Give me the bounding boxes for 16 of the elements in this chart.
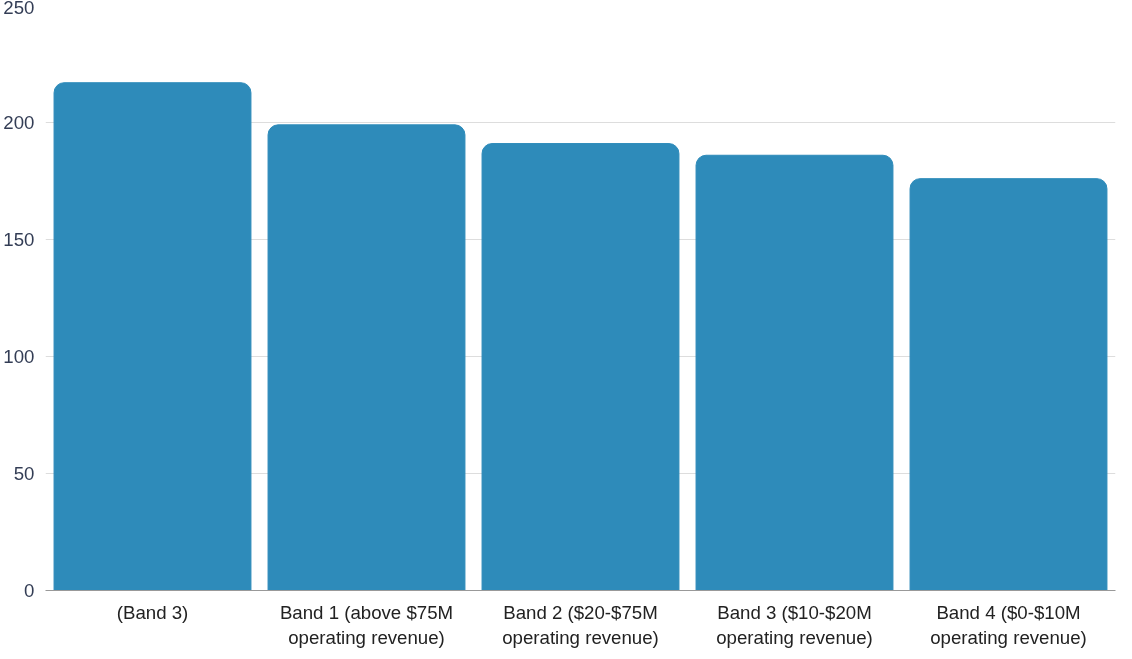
bar <box>909 178 1108 591</box>
x-tick-label: Band 1 (above $75M operating revenue) <box>279 601 454 648</box>
x-tick-label: Band 4 ($0-$10M operating revenue) <box>930 601 1087 648</box>
y-tick-label: 50 <box>13 463 35 484</box>
y-tick-label: 250 <box>3 0 35 18</box>
bar <box>695 154 894 591</box>
bar <box>267 124 466 591</box>
y-tick-label: 200 <box>3 112 35 133</box>
bar <box>481 143 680 591</box>
y-tick-label: 0 <box>24 580 35 601</box>
x-tick-label: (Band 3) <box>116 601 189 623</box>
y-tick-label: 150 <box>3 229 35 250</box>
x-tick-label: Band 3 ($10-$20M operating revenue) <box>716 601 873 648</box>
x-tick-label: Band 2 ($20-$75M operating revenue) <box>502 601 659 648</box>
bar <box>53 82 252 591</box>
y-tick-label: 100 <box>3 346 35 367</box>
